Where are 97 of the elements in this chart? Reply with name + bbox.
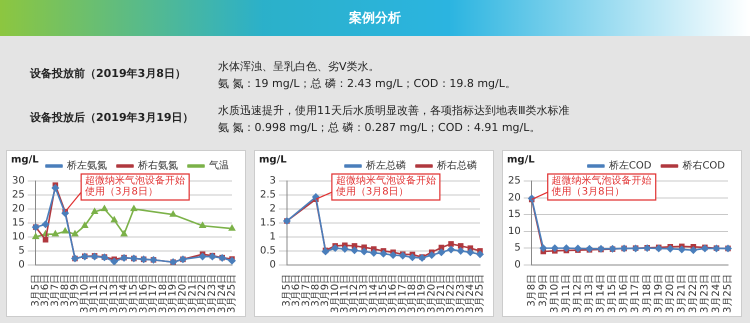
y-tick-label: 20 xyxy=(508,192,521,204)
x-tick-label: 3月8日 xyxy=(526,274,538,307)
text: 氨 氮：0.998 mg/L；总 磷：0.287 mg/L；COD：4.91 mg/L。 xyxy=(218,120,542,136)
legend-label: 桥右COD xyxy=(681,160,726,172)
x-tick-label: 3月15日 xyxy=(607,274,618,314)
text: 设备投放前（2019年3月8日） xyxy=(30,66,186,81)
x-tick-label: 3月7日 xyxy=(50,274,61,307)
x-tick-label: 3月23日 xyxy=(206,274,218,314)
x-tick-label: 3月24日 xyxy=(464,274,476,314)
y-tick-label: 3 xyxy=(270,176,276,187)
text: 氨 氮：19 mg/L；总 磷：2.43 mg/L；COD：19.8 mg/L。 xyxy=(218,76,516,92)
x-tick-label: 3月20日 xyxy=(664,274,676,314)
x-tick-label: 3月6日 xyxy=(40,274,52,307)
x-tick-label: 3月18日 xyxy=(642,274,653,314)
x-tick-label: 3月16日 xyxy=(138,274,150,314)
y-axis-title: mg/L xyxy=(507,154,536,166)
x-tick-label: 3月24日 xyxy=(711,274,722,314)
x-tick-label: 3月22日 xyxy=(197,274,208,314)
x-tick-label: 3月25日 xyxy=(474,274,486,314)
x-tick-label: 3月11日 xyxy=(89,274,100,314)
text: 水体浑浊、呈乳白色、劣V类水。 xyxy=(218,59,381,75)
x-tick-label: 3月7日 xyxy=(300,274,312,307)
legend-label: 桥左氨氮 xyxy=(66,160,107,172)
x-tick-label: 3月10日 xyxy=(330,274,341,314)
y-tick-label: 2.5 xyxy=(260,190,276,201)
x-tick-label: 3月16日 xyxy=(618,274,630,314)
x-tick-label: 3月12日 xyxy=(572,274,584,314)
legend-label: 桥右氨氮 xyxy=(137,160,178,172)
x-tick-label: 3月15日 xyxy=(128,274,140,314)
text: 水质迅速提升，使用11天后水质明显改善，各项指标达到地表Ⅲ类水标准 xyxy=(218,103,570,119)
x-tick-label: 3月20日 xyxy=(178,274,189,314)
x-tick-label: 3月11日 xyxy=(339,274,350,314)
y-tick-label: 5 xyxy=(514,242,521,254)
legend-label: 气温 xyxy=(209,160,229,172)
y-axis-title: mg/L xyxy=(259,154,288,166)
legend-label: 桥左总磷 xyxy=(365,160,406,172)
x-tick-label: 3月12日 xyxy=(99,274,110,314)
y-axis-title: mg/L xyxy=(11,154,40,166)
y-tick-label: 0 xyxy=(18,260,25,271)
x-tick-label: 3月24日 xyxy=(216,274,228,314)
y-tick-label: 0 xyxy=(514,260,521,271)
x-tick-label: 3月25日 xyxy=(226,274,238,314)
x-tick-label: 3月19日 xyxy=(416,274,428,314)
x-tick-label: 3月13日 xyxy=(358,274,370,314)
y-tick-label: 25 xyxy=(12,190,25,201)
x-tick-label: 3月6日 xyxy=(291,274,302,307)
x-tick-label: 3月19日 xyxy=(653,274,664,314)
y-tick-label: 10 xyxy=(508,226,521,237)
y-tick-label: 30 xyxy=(12,176,25,187)
x-tick-label: 3月21日 xyxy=(187,274,198,314)
x-tick-label: 3月8日 xyxy=(60,274,71,307)
legend-label: 桥右总磷 xyxy=(436,160,477,172)
y-tick-label: 0.5 xyxy=(260,246,276,257)
x-tick-label: 3月21日 xyxy=(676,274,688,314)
y-tick-label: 10 xyxy=(12,232,25,243)
annotation: 超微纳米气泡设备开始使用（3月8日） xyxy=(85,174,186,198)
y-tick-label: 2 xyxy=(270,204,276,215)
x-tick-label: 3月10日 xyxy=(79,274,90,314)
x-tick-label: 3月5日 xyxy=(30,274,42,307)
text: 案例分析 xyxy=(0,0,750,38)
x-tick-label: 3月5日 xyxy=(281,274,292,307)
y-tick-label: 25 xyxy=(508,176,521,187)
x-tick-label: 3月23日 xyxy=(700,274,711,314)
annotation: 超微纳米气泡设备开始使用（3月8日） xyxy=(552,174,652,198)
x-tick-label: 3月9日 xyxy=(320,274,332,307)
x-tick-label: 3月13日 xyxy=(108,274,120,314)
x-tick-label: 3月19日 xyxy=(168,274,179,314)
y-tick-label: 1 xyxy=(270,232,276,243)
x-tick-label: 3月14日 xyxy=(368,274,380,314)
x-tick-label: 3月11日 xyxy=(560,274,572,314)
annotation: 超微纳米气泡设备开始使用（3月8日） xyxy=(336,174,436,198)
x-tick-label: 3月22日 xyxy=(446,274,457,314)
legend-label: 桥左COD xyxy=(608,160,652,172)
x-tick-label: 3月14日 xyxy=(596,274,607,314)
y-tick-label: 5 xyxy=(18,246,25,257)
x-tick-label: 3月17日 xyxy=(148,274,160,314)
x-tick-label: 3月21日 xyxy=(436,274,447,314)
x-tick-label: 3月9日 xyxy=(538,274,549,307)
x-tick-label: 3月13日 xyxy=(584,274,596,314)
x-tick-label: 3月9日 xyxy=(70,274,81,307)
x-tick-label: 3月8日 xyxy=(310,274,322,307)
y-tick-label: 15 xyxy=(12,218,25,229)
x-tick-label: 3月23日 xyxy=(455,274,466,314)
y-tick-label: 0 xyxy=(270,260,276,271)
x-tick-label: 3月14日 xyxy=(118,274,130,314)
y-tick-label: 20 xyxy=(12,204,25,215)
x-tick-label: 3月25日 xyxy=(722,274,734,314)
y-tick-label: 1.5 xyxy=(260,218,276,229)
x-tick-label: 3月16日 xyxy=(388,274,399,314)
x-tick-label: 3月10日 xyxy=(549,274,560,314)
y-tick-label: 15 xyxy=(508,209,521,220)
x-tick-label: 3月22日 xyxy=(688,274,699,314)
x-tick-label: 3月18日 xyxy=(158,274,169,314)
x-tick-label: 3月17日 xyxy=(397,274,408,314)
x-tick-label: 3月17日 xyxy=(630,274,642,314)
x-tick-label: 3月20日 xyxy=(426,274,438,314)
text: 设备投放后（2019年3月19日） xyxy=(30,110,194,125)
